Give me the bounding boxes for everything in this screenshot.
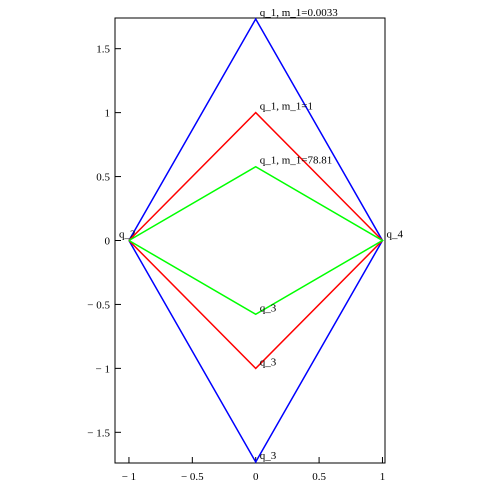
x-tick-label: − 0.5 <box>181 471 204 483</box>
point-label: q_1, m_1=1 <box>260 101 313 113</box>
y-tick-label: − 0.5 <box>87 299 110 311</box>
y-tick-label: 0.5 <box>96 172 110 184</box>
x-tick-label: 0 <box>253 471 259 483</box>
point-label: q_1, m_1=78.81 <box>260 155 333 167</box>
series-line <box>128 111 384 370</box>
x-tick-label: − 1 <box>122 471 136 483</box>
point-label: q_3 <box>260 450 277 462</box>
plot-frame <box>114 17 386 464</box>
y-tick-label: 0 <box>105 236 111 248</box>
point-label: q_4 <box>386 229 403 241</box>
series-line <box>128 17 384 464</box>
y-tick-label: − 1 <box>96 363 110 375</box>
x-tick-label: 0.5 <box>312 471 326 483</box>
point-label: q_1, m_1=0.0033 <box>260 7 339 19</box>
series-line <box>128 165 384 316</box>
y-tick-label: 1 <box>105 108 111 120</box>
y-tick-label: − 1.5 <box>87 427 110 439</box>
y-tick-label: 1.5 <box>96 44 110 56</box>
point-label: q_3 <box>260 356 277 368</box>
point-label: q_3 <box>260 302 277 314</box>
x-tick-label: 1 <box>380 471 386 483</box>
